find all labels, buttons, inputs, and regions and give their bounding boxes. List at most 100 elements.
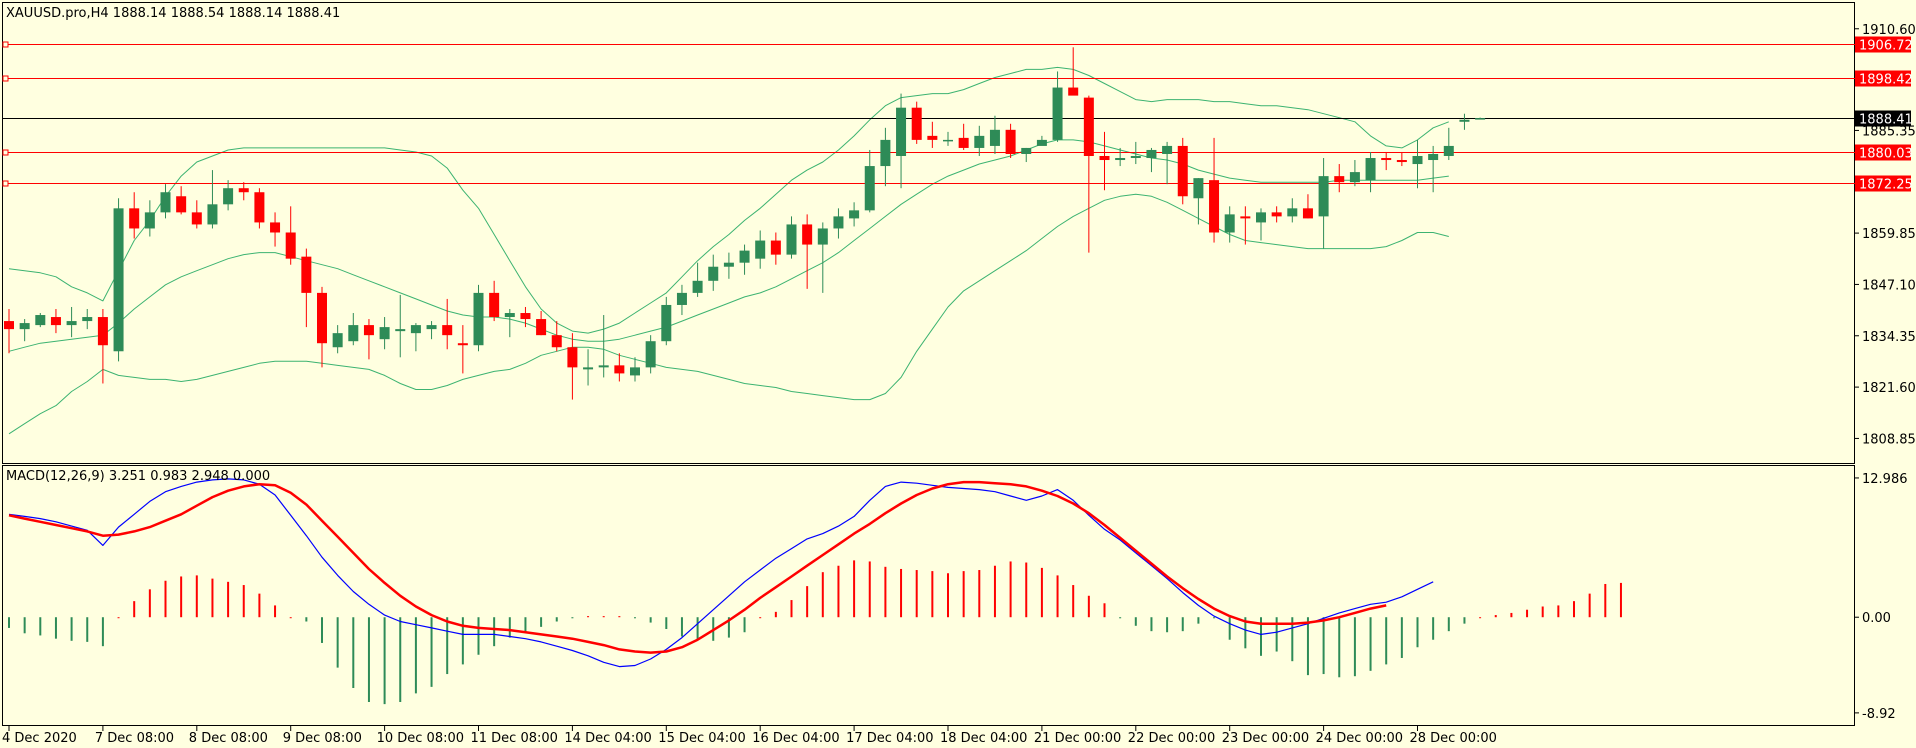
time-tick-label: 11 Dec 08:00	[471, 731, 558, 746]
candle-body	[708, 266, 719, 281]
candle-body	[1177, 145, 1188, 197]
time-tick-label: 23 Dec 00:00	[1222, 731, 1309, 746]
candle-body	[1428, 153, 1439, 161]
candle-body	[1271, 212, 1282, 217]
candle-body	[50, 317, 61, 326]
candle-body	[583, 367, 594, 370]
candle-body	[207, 204, 218, 225]
candle-body	[630, 367, 640, 376]
bollinger-upper-line	[8, 66, 1449, 334]
candle-body	[896, 107, 907, 156]
price-tick-label: 1847.10	[1862, 278, 1916, 293]
candle-body	[379, 327, 390, 340]
level-anchor	[2, 180, 9, 187]
candle-body	[254, 192, 265, 223]
level-price-label: 1898.42	[1859, 73, 1913, 88]
candle-body	[442, 325, 453, 336]
candle-body	[238, 188, 249, 193]
candle-body	[489, 292, 500, 318]
candle-body	[1240, 216, 1251, 219]
candle-body	[833, 216, 844, 229]
candle-body	[144, 212, 155, 229]
candle-body	[974, 135, 985, 148]
candle-body	[567, 347, 578, 368]
candle-body	[1005, 129, 1016, 154]
level-price-label: 1872.25	[1859, 178, 1913, 193]
macd-signal-line	[8, 480, 1387, 654]
time-tick-label: 4 Dec 2020	[2, 731, 77, 746]
level-anchor	[2, 41, 9, 48]
level-price-tag	[1855, 70, 1911, 87]
candle-body	[536, 319, 547, 336]
candle-body	[1396, 160, 1407, 163]
macd-axis: 12.986 0.00 -8.92	[1855, 472, 1908, 722]
candlesticks	[4, 47, 1486, 400]
bollinger-middle-line	[8, 139, 1449, 352]
candle-body	[82, 317, 93, 322]
current-price-tag	[1855, 110, 1911, 127]
candle-body	[1365, 158, 1376, 181]
time-axis: 4 Dec 2020 7 Dec 08:00 8 Dec 08:00 9 Dec 08…	[2, 726, 1497, 746]
macd-pane[interactable]: 12.986 0.00 -8.92 MACD(12,26,9) 3.251 0.98…	[2, 465, 1908, 726]
candle-body	[661, 304, 672, 342]
candle-body	[66, 321, 77, 326]
macd-lines	[8, 478, 1434, 668]
candle-body	[223, 188, 234, 205]
candle-body	[958, 137, 969, 148]
price-pane[interactable]: 1906.72 1898.42 1880.03 1872.25 1888.41 1910.…	[2, 2, 1916, 464]
candle-body	[645, 341, 656, 368]
price-tick-label: 1834.35	[1862, 330, 1916, 345]
candle-body	[1287, 208, 1298, 217]
time-tick-label: 17 Dec 04:00	[846, 731, 933, 746]
candle-body	[1068, 87, 1079, 96]
candle-body	[786, 224, 797, 255]
candle-body	[1318, 176, 1329, 217]
bollinger-lower-line	[8, 193, 1449, 435]
candle-body	[35, 315, 46, 326]
time-tick-label: 14 Dec 04:00	[564, 731, 651, 746]
candle-body	[1256, 212, 1266, 223]
level-price-tag	[1855, 36, 1911, 53]
candle-body	[1475, 118, 1486, 120]
candle-body	[176, 196, 187, 213]
time-tick-label: 7 Dec 08:00	[95, 731, 174, 746]
candle-body	[1115, 158, 1126, 161]
candle-body	[989, 129, 1000, 146]
candle-body	[864, 166, 875, 211]
candle-body	[1443, 145, 1454, 156]
level-price-tag	[1855, 175, 1911, 192]
time-tick-label: 18 Dec 04:00	[940, 731, 1027, 746]
price-pane-title: XAUUSD.pro,H4 1888.14 1888.54 1888.14 18…	[6, 6, 340, 21]
candle-body	[1209, 180, 1220, 233]
price-axis: 1906.72 1898.42 1880.03 1872.25 1888.41 1910.…	[1855, 23, 1916, 447]
price-tick-label: 1859.85	[1862, 227, 1916, 242]
candle-body	[1083, 97, 1094, 156]
level-anchor	[2, 75, 9, 82]
candle-body	[1130, 155, 1141, 159]
price-pane-frame	[2, 2, 1855, 464]
candle-body	[911, 107, 922, 140]
candle-body	[1162, 145, 1173, 154]
time-tick-label: 16 Dec 04:00	[752, 731, 839, 746]
candle-body	[301, 256, 312, 293]
candle-body	[285, 232, 296, 259]
price-tick-label: 1885.35	[1862, 124, 1916, 139]
macd-tick-label: -8.92	[1862, 707, 1896, 722]
bollinger-bands	[8, 66, 1449, 435]
price-tick-label: 1808.85	[1862, 432, 1916, 447]
candle-body	[395, 329, 406, 332]
candle-body	[426, 325, 437, 330]
candle-body	[1459, 119, 1470, 122]
candle-body	[4, 321, 14, 330]
candle-body	[317, 292, 327, 344]
candle-body	[1099, 155, 1110, 161]
time-tick-label: 15 Dec 04:00	[658, 731, 745, 746]
macd-main-line	[8, 478, 1434, 668]
candle-body	[692, 280, 703, 293]
candle-body	[1224, 214, 1235, 233]
candle-body	[943, 139, 953, 142]
candle-body	[676, 292, 687, 305]
current-price-label: 1888.41	[1859, 113, 1913, 128]
time-tick-label: 10 Dec 08:00	[377, 731, 464, 746]
